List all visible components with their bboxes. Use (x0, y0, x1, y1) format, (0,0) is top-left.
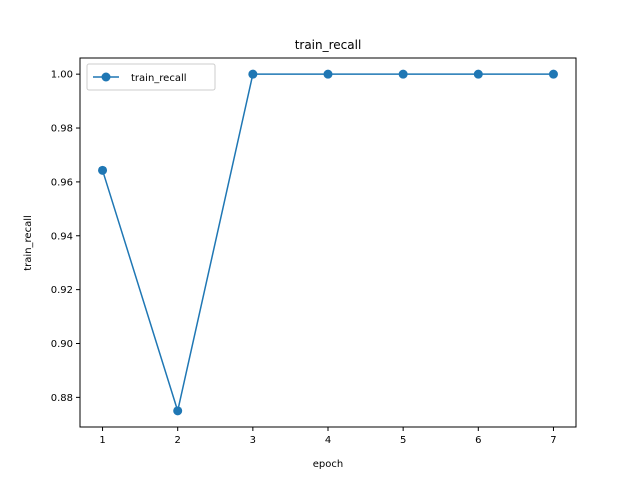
x-axis-label: epoch (313, 459, 343, 470)
y-tick-label: 0.92 (51, 285, 73, 296)
x-tick-label: 4 (325, 435, 331, 446)
plot-area (80, 58, 576, 427)
y-axis-ticks: 0.88 0.90 0.92 0.94 0.96 0.98 1.00 (51, 70, 80, 404)
x-tick-label: 2 (175, 435, 181, 446)
legend-box (86, 63, 216, 91)
y-tick-label: 1.00 (51, 70, 73, 81)
data-point (323, 69, 333, 79)
x-axis-ticks: 1 2 3 4 5 6 7 (99, 427, 557, 446)
x-tick-label: 7 (550, 435, 556, 446)
y-tick-label: 0.98 (51, 124, 73, 135)
plot-background (80, 58, 576, 427)
legend-label: train_recall (131, 73, 187, 84)
x-tick-label: 6 (475, 435, 481, 446)
data-point (98, 165, 108, 175)
data-point (173, 406, 183, 416)
y-tick-label: 0.94 (51, 231, 73, 242)
y-tick-label: 0.96 (51, 177, 73, 188)
chart-title: train_recall (295, 38, 362, 52)
x-tick-label: 5 (400, 435, 406, 446)
legend-marker-swatch (101, 72, 111, 82)
series-layer (98, 69, 558, 416)
y-tick-label: 0.90 (51, 339, 73, 350)
legend: train_recall (86, 63, 216, 91)
data-point (248, 69, 258, 79)
x-tick-label: 3 (250, 435, 256, 446)
data-point (473, 69, 483, 79)
y-tick-label: 0.88 (51, 393, 73, 404)
y-axis-label: train_recall (23, 215, 34, 271)
plot-frame (79, 57, 577, 428)
data-point (548, 69, 558, 79)
x-tick-label: 1 (99, 435, 105, 446)
data-point (398, 69, 408, 79)
